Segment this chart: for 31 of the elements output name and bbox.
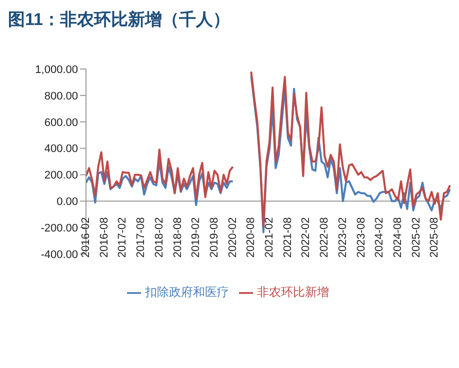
- y-tick-label: 600.00: [44, 116, 78, 129]
- y-tick-label: -200.00: [40, 222, 78, 234]
- y-tick-label: 200.00: [44, 170, 78, 182]
- legend-label: 扣除政府和医疗: [145, 285, 229, 299]
- x-tick-label: 2016-02: [80, 217, 92, 258]
- chart-title: 图11：非农环比新增（千人）: [8, 9, 231, 31]
- legend-label: 非农环比新增: [257, 285, 329, 299]
- y-tick-label: 400.00: [44, 143, 78, 156]
- y-tick-label: -400.00: [40, 248, 78, 261]
- x-tick-label: 2025-02: [410, 217, 422, 258]
- x-tick-label: 2017-08: [135, 217, 148, 258]
- x-tick-label: 2018-02: [153, 217, 166, 258]
- y-tick-label: 800.00: [44, 90, 78, 102]
- x-tick-label: 2019-08: [208, 217, 220, 258]
- x-tick-label: 2021-08: [282, 217, 294, 258]
- x-tick-label: 2024-02: [374, 217, 386, 258]
- x-tick-label: 2020-02: [226, 217, 239, 258]
- x-tick-label: 2023-02: [336, 217, 349, 258]
- x-tick-label: 2023-08: [355, 217, 368, 258]
- x-tick-label: 2025-08: [428, 217, 441, 258]
- x-tick-label: 2017-02: [116, 217, 129, 258]
- x-tick-label: 2022-08: [318, 217, 331, 258]
- x-tick-label: 2021-02: [264, 217, 276, 258]
- x-tick-label: 2020-08: [245, 217, 258, 258]
- x-tick-label: 2018-08: [172, 217, 184, 258]
- x-tick-label: 2016-08: [98, 217, 110, 258]
- y-tick-label: 0.00: [56, 196, 78, 208]
- x-tick-label: 2024-08: [392, 217, 404, 258]
- x-tick-label: 2019-02: [190, 217, 202, 258]
- y-tick-label: 1,000.00: [35, 64, 78, 76]
- x-tick-label: 2022-02: [300, 217, 312, 258]
